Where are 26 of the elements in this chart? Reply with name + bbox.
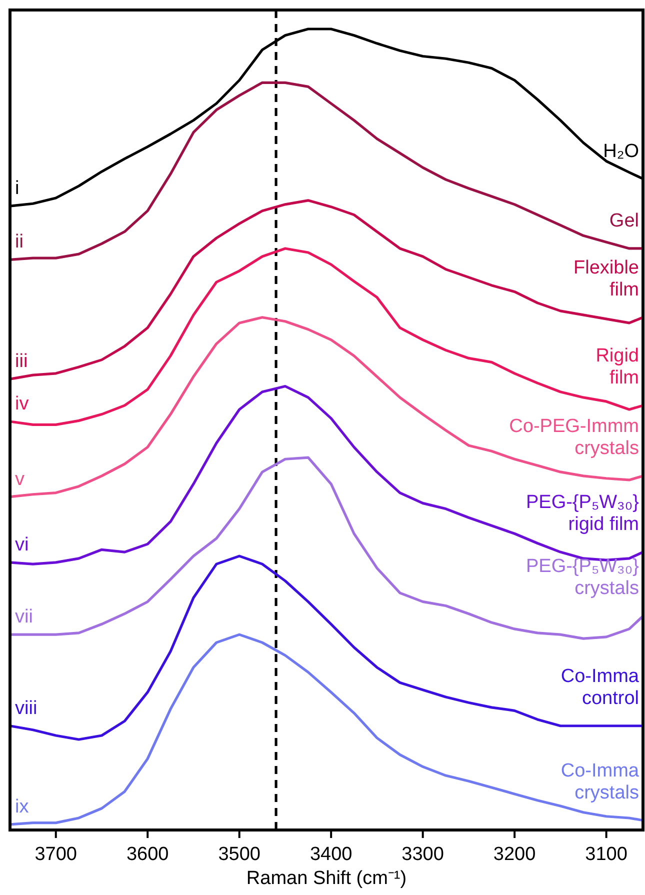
x-tick-label: 3100 bbox=[585, 844, 628, 865]
annotation: ix bbox=[15, 796, 30, 818]
series-label: Co-PEG-Immm crystals bbox=[509, 416, 639, 459]
series-label: Gel bbox=[609, 210, 639, 232]
x-axis-title: Raman Shift (cm⁻¹) bbox=[246, 868, 407, 889]
series-label: Flexible film bbox=[574, 257, 639, 300]
annotation: viii bbox=[15, 698, 38, 719]
annotation: v bbox=[15, 468, 25, 490]
x-tick-label: 3600 bbox=[126, 844, 169, 865]
annotation: iv bbox=[15, 393, 30, 414]
x-tick-label: 3500 bbox=[218, 844, 260, 865]
annotation: vii bbox=[15, 606, 33, 628]
series-label: H₂O bbox=[603, 140, 639, 162]
annotation: i bbox=[15, 178, 20, 200]
series-label: PEG-{P₅W₃₀} rigid film bbox=[526, 492, 639, 536]
annotation: ii bbox=[15, 232, 24, 253]
x-tick-label: 3700 bbox=[34, 844, 78, 865]
series-label: Co-Imma crystals bbox=[560, 760, 640, 804]
series-label: Rigid film bbox=[596, 345, 639, 388]
x-tick-label: 3400 bbox=[310, 844, 352, 865]
series-label: PEG-{P₅W₃₀} crystals bbox=[526, 556, 639, 600]
annotation: iii bbox=[15, 351, 28, 372]
annotation: vi bbox=[15, 534, 29, 556]
x-tick-label: 3300 bbox=[402, 844, 444, 865]
series-label: Co-Imma control bbox=[560, 666, 640, 709]
x-tick-label: 3200 bbox=[493, 844, 536, 865]
